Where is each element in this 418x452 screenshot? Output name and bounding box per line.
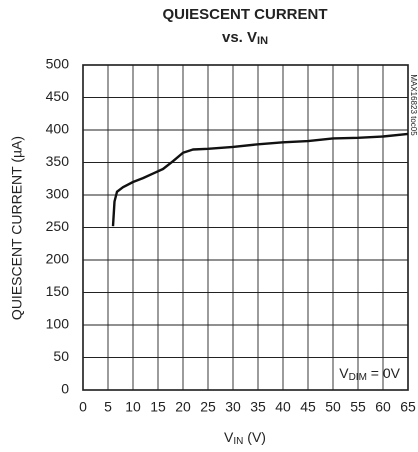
annotation-rest: = 0V	[367, 365, 401, 381]
y-tick-label: 100	[46, 316, 70, 332]
x-tick-label: 25	[200, 399, 216, 415]
data-line	[111, 132, 409, 227]
chart-subtitle: vs. VIN	[222, 29, 268, 47]
y-tick-label: 200	[46, 251, 70, 267]
x-axis-label: VIN (V)	[224, 429, 266, 447]
x-tick-label: 35	[250, 399, 266, 415]
y-tick-label: 450	[46, 88, 70, 104]
x-label-rest: (V)	[243, 429, 266, 445]
x-label-sub: IN	[233, 436, 243, 447]
chart-title: QUIESCENT CURRENT	[162, 6, 327, 23]
y-axis-label: QUIESCENT CURRENT (µA)	[9, 136, 25, 320]
x-tick-label: 15	[150, 399, 166, 415]
y-tick-label: 400	[46, 121, 70, 137]
y-tick-label: 300	[46, 186, 70, 202]
x-tick-label: 65	[400, 399, 416, 415]
y-tick-label: 0	[61, 381, 69, 397]
x-tick-label: 50	[325, 399, 341, 415]
x-label-text: V	[224, 429, 234, 445]
y-tick-label: 350	[46, 153, 70, 169]
x-tick-label: 0	[79, 399, 87, 415]
x-tick-label: 55	[350, 399, 366, 415]
x-tick-label: 5	[104, 399, 112, 415]
subtitle-sub: IN	[257, 35, 268, 47]
x-tick-label: 10	[125, 399, 141, 415]
x-tick-label: 20	[175, 399, 191, 415]
annotation-text: V	[339, 365, 349, 381]
annotation: VDIM = 0V	[339, 365, 400, 383]
y-tick-label: 150	[46, 283, 70, 299]
x-tick-label: 45	[300, 399, 316, 415]
x-tick-label: 60	[375, 399, 391, 415]
subtitle-text: vs. V	[222, 29, 257, 46]
y-tick-label: 50	[53, 348, 69, 364]
y-tick-label: 500	[46, 56, 70, 72]
x-tick-label: 40	[275, 399, 291, 415]
watermark: MAX16823 toc05	[409, 74, 418, 136]
y-tick-label: 250	[46, 218, 70, 234]
x-tick-label: 30	[225, 399, 241, 415]
